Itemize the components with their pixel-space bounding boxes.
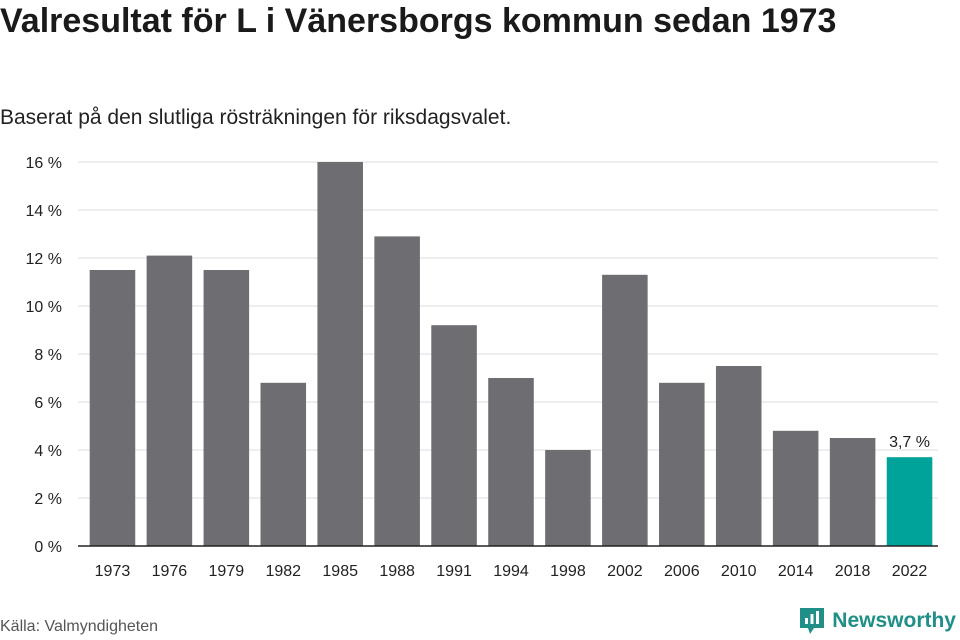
x-tick-label: 1991 <box>436 563 472 580</box>
brand-name: Newsworthy <box>832 609 956 632</box>
y-tick-label: 16 % <box>26 155 62 172</box>
brand-logo: Newsworthy <box>798 606 956 636</box>
newsworthy-logo-icon <box>800 608 825 634</box>
bar-1985 <box>317 162 363 546</box>
bar-1991 <box>431 325 477 546</box>
x-tick-label: 2006 <box>664 563 700 580</box>
y-tick-label: 12 % <box>26 251 62 268</box>
bar-2010 <box>715 366 762 546</box>
y-tick-label: 8 % <box>34 347 62 364</box>
x-tick-label: 1998 <box>550 563 586 580</box>
bar-1994 <box>488 378 534 546</box>
y-tick-label: 4 % <box>34 443 62 460</box>
bar-2002 <box>602 274 648 546</box>
x-tick-label: 2002 <box>607 563 643 580</box>
chart-subtitle: Baserat på den slutliga rösträkningen fö… <box>0 106 512 129</box>
x-tick-label: 1994 <box>493 563 529 580</box>
bar-1998 <box>545 450 591 546</box>
x-tick-label: 2022 <box>892 563 928 580</box>
x-tick-label: 1988 <box>379 563 415 580</box>
bar-2006 <box>659 382 705 546</box>
y-tick-label: 14 % <box>26 203 62 220</box>
x-tick-label: 2018 <box>835 563 871 580</box>
bar-2022 <box>886 457 933 546</box>
x-tick-label: 1979 <box>209 563 245 580</box>
chart-title: Valresultat för L i Vänersborgs kommun s… <box>0 2 837 40</box>
bar-2014 <box>772 430 819 546</box>
bar-2018 <box>829 438 876 546</box>
bar-1973 <box>89 270 136 546</box>
x-tick-label: 1973 <box>95 563 131 580</box>
x-tick-label: 1985 <box>322 563 358 580</box>
x-tick-label: 1976 <box>152 563 188 580</box>
x-tick-label: 2014 <box>778 563 814 580</box>
y-tick-label: 0 % <box>34 539 62 556</box>
bar-1988 <box>374 236 420 546</box>
bar-1979 <box>203 270 250 546</box>
bar-1976 <box>146 255 193 546</box>
y-tick-label: 6 % <box>34 395 62 412</box>
x-tick-label: 2010 <box>721 563 757 580</box>
data-label: 3,7 % <box>889 434 930 451</box>
bar-chart: 0 % 2 % 4 % 6 % 8 % 10 % 12 % 14 % 16 % 1973 1976 1… <box>26 155 938 580</box>
source-note: Källa: Valmyndigheten <box>0 618 159 635</box>
bar-1982 <box>260 382 307 546</box>
y-tick-label: 10 % <box>26 299 62 316</box>
x-tick-label: 1982 <box>265 563 301 580</box>
y-tick-label: 2 % <box>34 491 62 508</box>
